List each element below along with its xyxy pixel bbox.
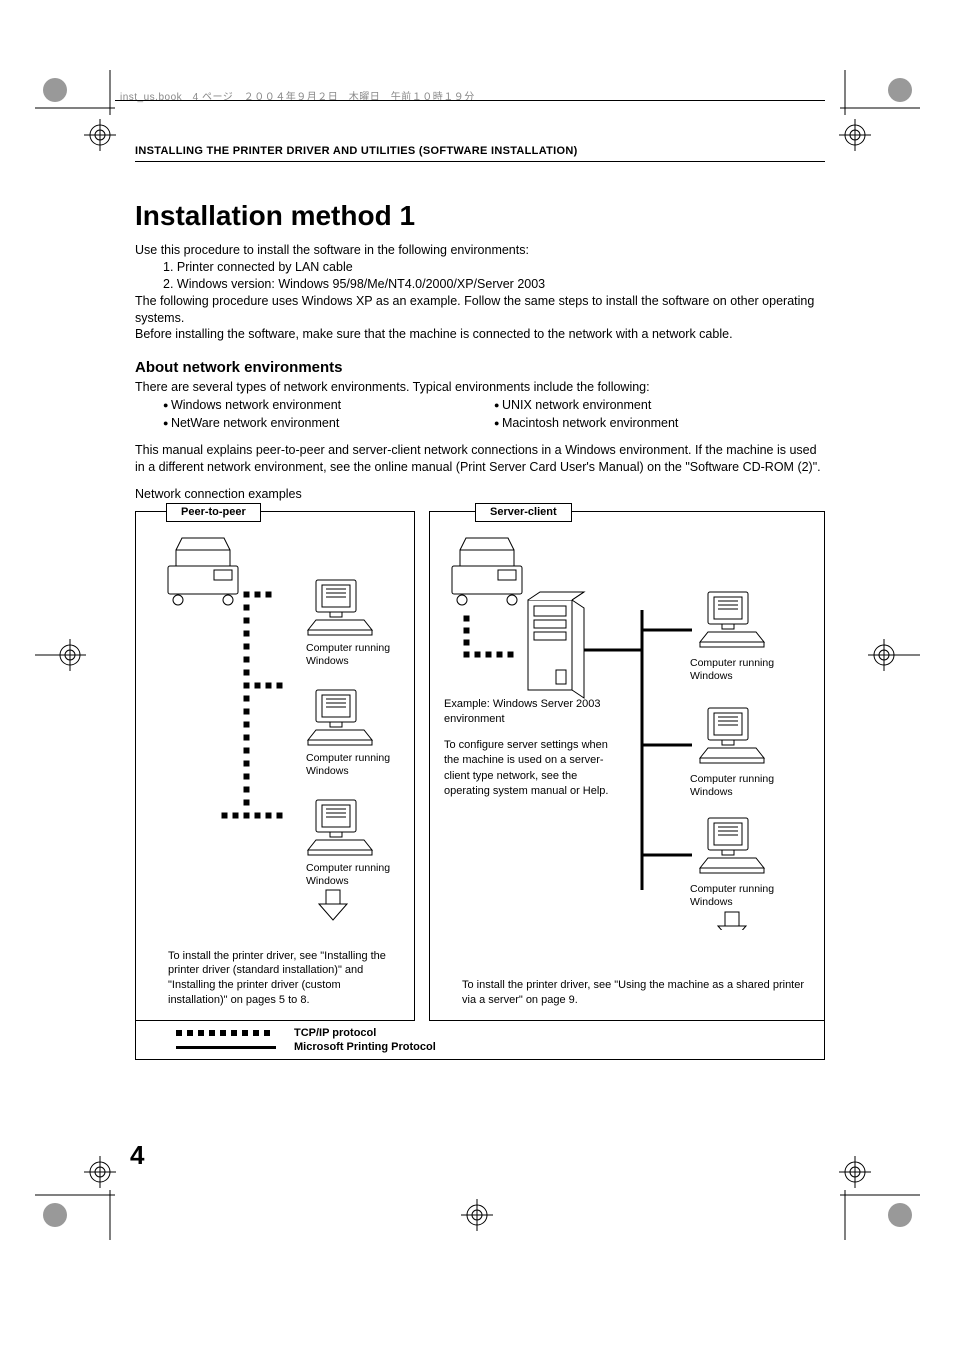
server-config-note: To configure server settings when the ma… (444, 738, 614, 800)
legend-msp-label: Microsoft Printing Protocol (294, 1041, 436, 1053)
peer-label: Peer-to-peer (166, 503, 261, 522)
examples-label: Network connection examples (135, 486, 825, 503)
page-number: 4 (130, 1140, 144, 1171)
page-title: Installation method 1 (135, 200, 825, 232)
env-intro: There are several types of network envir… (135, 379, 825, 396)
intro-text: Use this procedure to install the softwa… (135, 242, 825, 259)
client-caption-2: Computer running Windows (690, 773, 790, 798)
server-client-diagram: Server-client (429, 511, 825, 1021)
server-footer: To install the printer driver, see "Usin… (462, 978, 812, 1008)
paragraph-1: The following procedure uses Windows XP … (135, 293, 825, 327)
env-netware: NetWare network environment (163, 414, 494, 432)
legend-msp: Microsoft Printing Protocol (176, 1041, 824, 1053)
solid-line-icon (176, 1046, 276, 1049)
dotted-line-icon (176, 1030, 276, 1036)
step-1: 1. Printer connected by LAN cable (163, 259, 825, 276)
paragraph-2: Before installing the software, make sur… (135, 326, 825, 343)
header-rule (115, 100, 825, 101)
pc-caption-1: Computer running Windows (306, 642, 396, 667)
section-title: INSTALLING THE PRINTER DRIVER AND UTILIT… (135, 145, 825, 157)
server-diagram-svg (442, 530, 814, 930)
env-mac: Macintosh network environment (494, 414, 825, 432)
server-label: Server-client (475, 503, 572, 522)
env-unix: UNIX network environment (494, 396, 825, 414)
server-example-text: Example: Windows Server 2003 environment (444, 697, 604, 728)
env-windows: Windows network environment (163, 396, 494, 414)
peer-footer: To install the printer driver, see "Inst… (168, 949, 402, 1008)
peer-to-peer-diagram: Peer-to-peer (135, 511, 415, 1021)
subtitle: About network environments (135, 359, 825, 376)
environment-list: Windows network environment UNIX network… (163, 396, 825, 432)
section-rule (135, 161, 825, 162)
pc-caption-2: Computer running Windows (306, 752, 396, 777)
manual-note: This manual explains peer-to-peer and se… (135, 442, 825, 476)
pc-caption-3: Computer running Windows (306, 862, 396, 887)
client-caption-3: Computer running Windows (690, 883, 790, 908)
protocol-legend: TCP/IP protocol Microsoft Printing Proto… (135, 1021, 825, 1060)
step-2: 2. Windows version: Windows 95/98/Me/NT4… (163, 276, 825, 293)
legend-tcpip: TCP/IP protocol (176, 1027, 824, 1039)
legend-tcpip-label: TCP/IP protocol (294, 1027, 376, 1039)
page-content: INSTALLING THE PRINTER DRIVER AND UTILIT… (135, 145, 825, 1060)
client-caption-1: Computer running Windows (690, 657, 790, 682)
diagram-row: Peer-to-peer (135, 511, 825, 1021)
